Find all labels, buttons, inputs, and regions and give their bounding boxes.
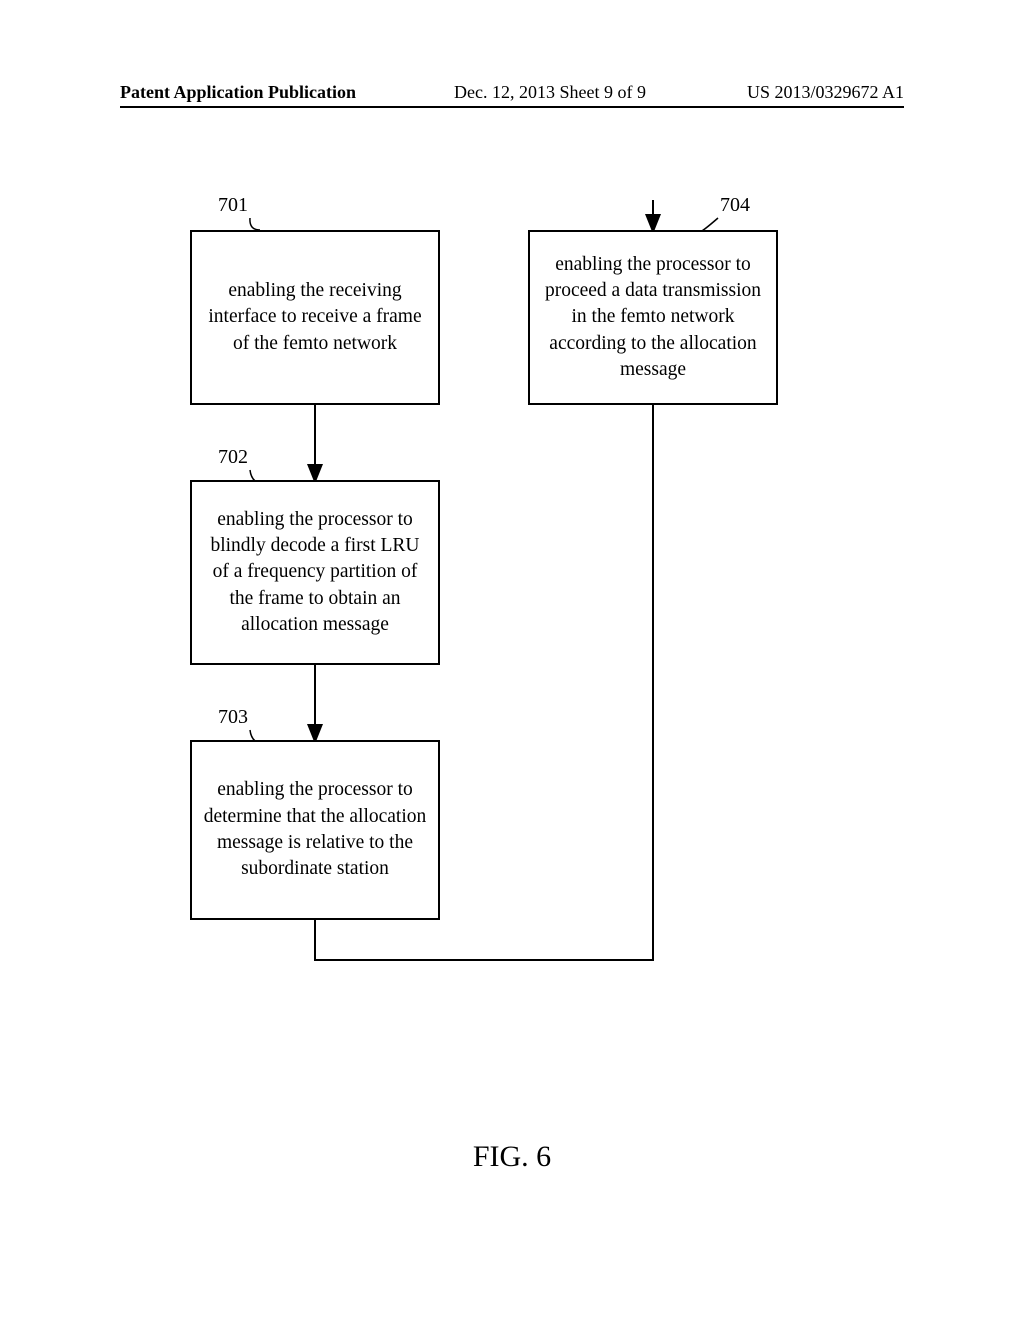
flowchart-box-702: enabling the processor to blindly decode… — [190, 480, 440, 665]
flowchart-label-703: 703 — [218, 706, 248, 729]
header-mid: Dec. 12, 2013 Sheet 9 of 9 — [454, 82, 646, 103]
flowchart: enabling the receiving interface to rece… — [170, 200, 850, 1020]
flowchart-box-701: enabling the receiving interface to rece… — [190, 230, 440, 405]
flowchart-label-701: 701 — [218, 194, 248, 217]
header-rule — [120, 106, 904, 108]
label-lead-701 — [250, 218, 260, 230]
flowchart-box-704: enabling the processor to proceed a data… — [528, 230, 778, 405]
page-header: Patent Application Publication Dec. 12, … — [120, 82, 904, 106]
flowchart-box-703: enabling the processor to determine that… — [190, 740, 440, 920]
page: Patent Application Publication Dec. 12, … — [0, 0, 1024, 1320]
header-left: Patent Application Publication — [120, 82, 356, 103]
flowchart-label-704: 704 — [720, 194, 750, 217]
figure-caption: FIG. 6 — [0, 1140, 1024, 1174]
figure-caption-text: FIG. 6 — [473, 1140, 551, 1173]
header-right: US 2013/0329672 A1 — [747, 82, 904, 103]
flowchart-label-702: 702 — [218, 446, 248, 469]
